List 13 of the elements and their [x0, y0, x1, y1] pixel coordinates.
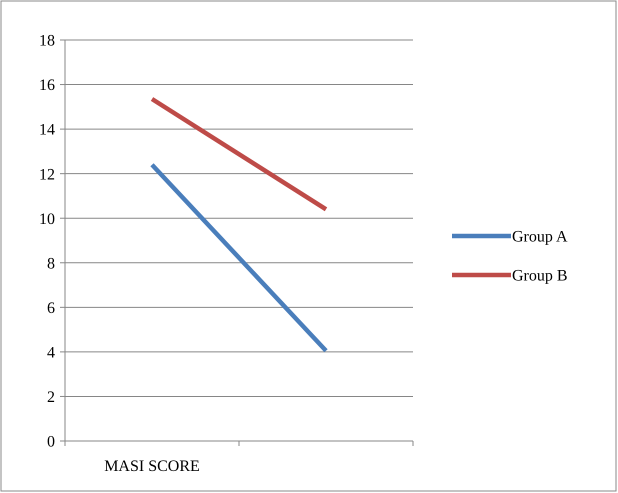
y-tick-label: 14 — [39, 122, 55, 139]
y-tick-label: 12 — [39, 166, 55, 184]
legend-label: Group B — [512, 268, 568, 285]
y-tick-label: 10 — [39, 210, 55, 228]
y-tick-label: 8 — [47, 255, 55, 272]
y-tick-label: 0 — [47, 434, 55, 451]
y-tick-label: 4 — [47, 344, 55, 362]
legend-label: Group A — [512, 228, 568, 246]
y-tick-label: 2 — [47, 389, 55, 406]
y-tick-label: 16 — [39, 77, 55, 94]
x-tick-label: MASI SCORE — [104, 458, 200, 475]
y-tick-label: 18 — [39, 32, 55, 50]
y-tick-label: 6 — [47, 300, 55, 317]
